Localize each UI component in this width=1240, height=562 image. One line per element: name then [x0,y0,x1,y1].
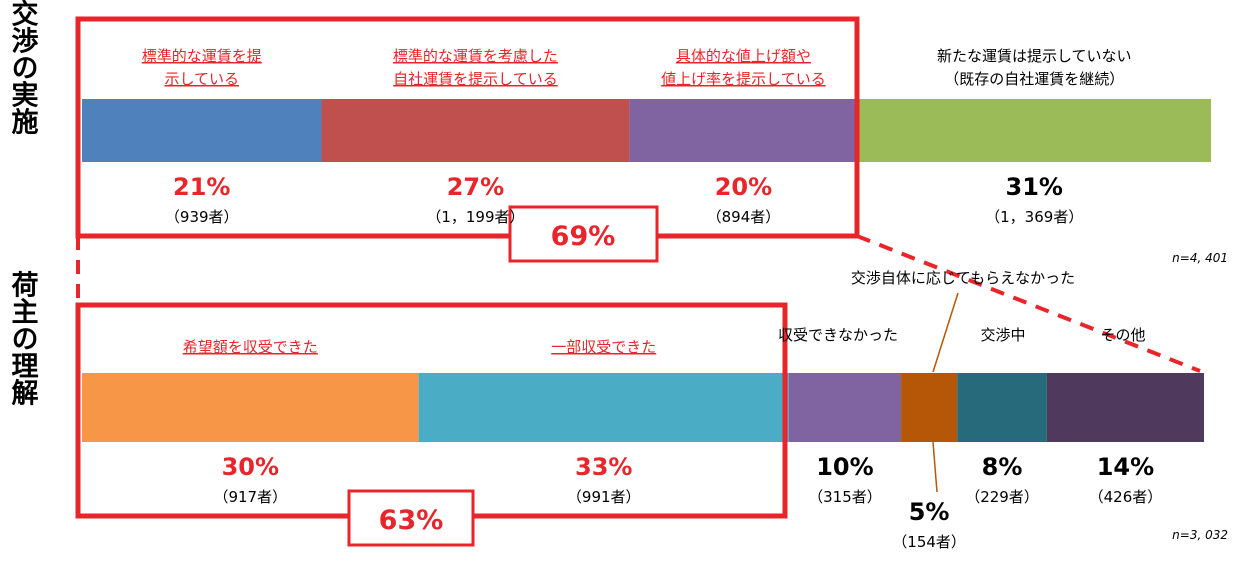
total-label-2: 63% [379,505,444,536]
total-box-1 [508,205,659,263]
bar-segment-1-2 [321,99,630,162]
n-label-2: n=3, 032 [1172,528,1228,542]
bars-layer [82,99,1211,442]
bar-segment-1-3 [629,99,858,162]
value-label-2-3: 10% [816,453,873,481]
category-label-1-1: 示している [164,70,239,88]
value-label-1-1: 21% [173,173,230,201]
chart-2-title: 荷主の理解 [7,270,39,406]
category-label-2-1: 希望額を収受できた [183,338,318,356]
highlight-boxes: 69% 63% [75,16,860,547]
count-label-2-2: （991者） [567,488,641,506]
category-label-1-4: 新たな運賃は提示していない [937,47,1132,65]
category-label-2-5: 交渉中 [980,326,1025,344]
count-label-2-6: （426者） [1089,488,1163,506]
category-label-2-3: 収受できなかった [778,326,898,344]
value-label-2-5: 8% [982,453,1023,481]
category-label-1-2: 標準的な運賃を考慮した [393,47,558,65]
category-label-1-1: 標準的な運賃を提 [142,47,262,65]
count-label-2-1: （917者） [213,488,287,506]
leader-line-refused-top [932,292,959,373]
category-label-1-3: 具体的な値上げ額や [676,47,811,65]
count-label-1-3: （894者） [707,208,781,226]
category-label-1-2: 自社運賃を提示している [393,70,558,88]
category-label-2-2: 一部収受できた [551,338,656,356]
value-label-2-6: 14% [1097,453,1154,481]
bar-segment-2-6 [1046,373,1204,442]
bar-segment-2-4 [901,373,958,442]
count-label-1-1: （939者） [165,208,239,226]
total-label-1: 69% [551,221,616,252]
value-label-1-4: 31% [1006,173,1063,201]
leader-line-refused-bottom [932,441,938,493]
count-label-1-4: （1，369者） [985,208,1083,226]
bracket-dash-right [856,234,1201,373]
count-label-2-5: （229者） [965,488,1039,506]
bar-segment-2-3 [788,373,902,442]
value-label-2-2: 33% [575,453,632,481]
row-titles: 運賃交渉の実施 荷主の理解 [7,0,40,406]
count-label-2-3: （315者） [808,488,882,506]
category-label-2-6: その他 [1100,326,1145,344]
bar-segment-2-2 [418,373,789,442]
highlight-box-1 [75,16,860,239]
category-label-1-3: 値上げ率を提示している [661,70,826,88]
bar-segment-1-1 [82,99,322,162]
value-label-1-3: 20% [715,173,772,201]
bar-segment-2-5 [957,373,1047,442]
count-label-1-2: （1，199者） [426,208,524,226]
bar-segment-1-4 [857,99,1211,162]
value-label-1-2: 27% [447,173,504,201]
connector-layer [76,234,1201,493]
total-box-2 [347,489,475,547]
value-label-2-1: 30% [222,453,279,481]
category-label-1-4: （既存の自社運賃を継続） [944,70,1124,88]
chart-1-title: 運賃交渉の実施 [7,0,40,135]
value-label-2-4: 5% [909,498,950,526]
n-label-1: n=4, 401 [1172,251,1228,265]
category-label-2-4: 交渉自体に応じてもらえなかった [851,269,1075,287]
bar-segment-2-1 [82,373,419,442]
count-label-2-4: （154者） [892,533,966,551]
